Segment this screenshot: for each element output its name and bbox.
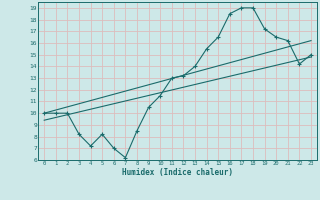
X-axis label: Humidex (Indice chaleur): Humidex (Indice chaleur) <box>122 168 233 177</box>
